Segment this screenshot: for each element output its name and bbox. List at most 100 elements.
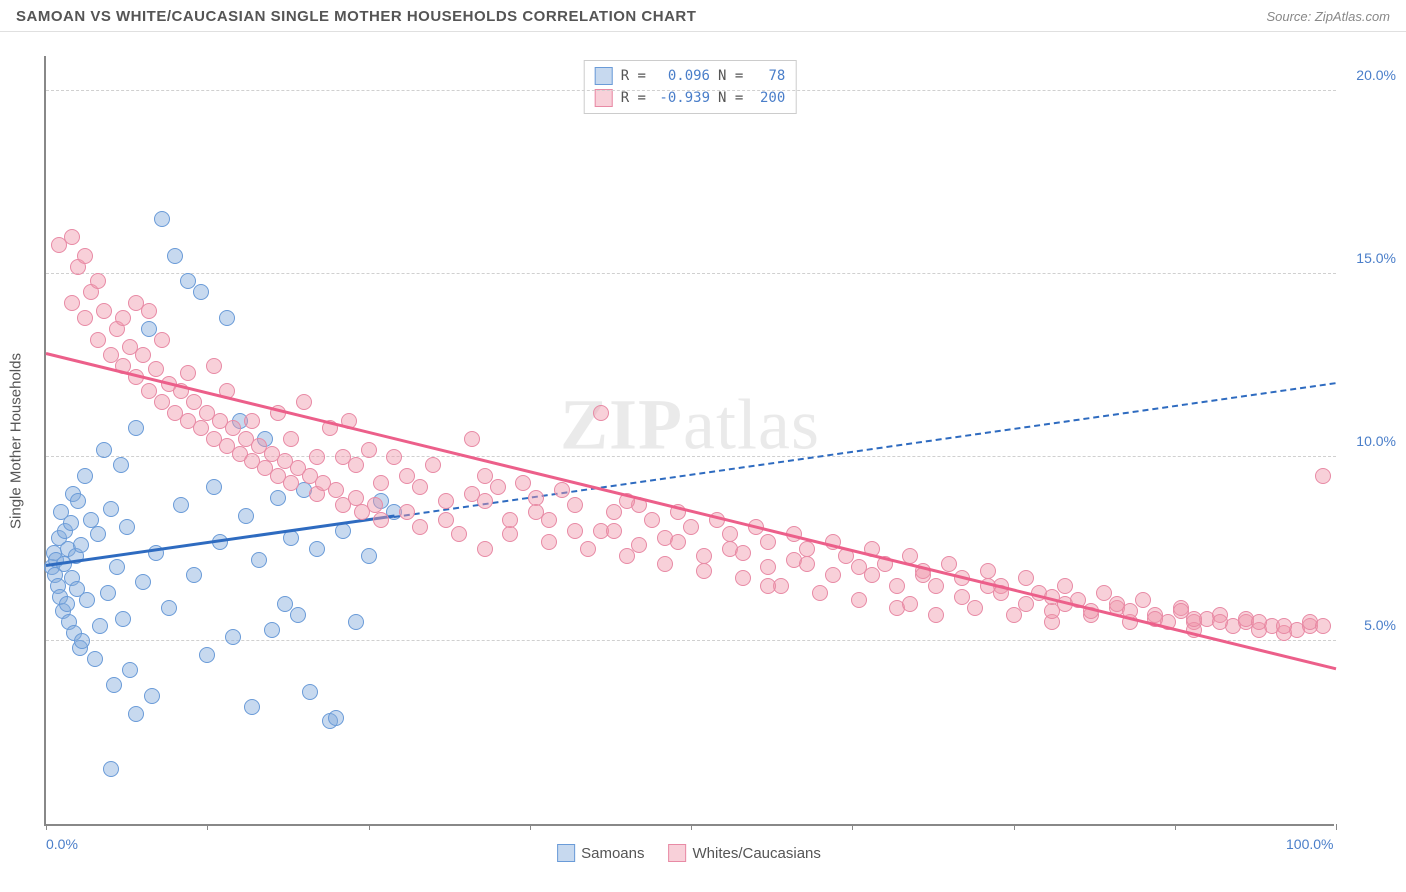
scatter-point: [464, 431, 480, 447]
scatter-point: [760, 559, 776, 575]
scatter-point: [1057, 578, 1073, 594]
swatch-samoans-icon: [595, 67, 613, 85]
xtick: [46, 824, 47, 830]
scatter-point: [412, 479, 428, 495]
scatter-point: [348, 490, 364, 506]
scatter-point: [244, 413, 260, 429]
scatter-point: [373, 512, 389, 528]
scatter-point: [90, 273, 106, 289]
scatter-point: [954, 589, 970, 605]
scatter-point: [193, 284, 209, 300]
scatter-point: [438, 493, 454, 509]
scatter-point: [438, 512, 454, 528]
swatch-whites-icon: [668, 844, 686, 862]
scatter-point: [696, 548, 712, 564]
xtick: [1336, 824, 1337, 830]
scatter-point: [928, 607, 944, 623]
scatter-point: [302, 684, 318, 700]
ytick-label: 20.0%: [1341, 67, 1396, 83]
scatter-point: [515, 475, 531, 491]
scatter-point: [760, 578, 776, 594]
scatter-point: [173, 497, 189, 513]
scatter-point: [180, 365, 196, 381]
scatter-point: [941, 556, 957, 572]
ytick-label: 5.0%: [1341, 617, 1396, 633]
xtick: [369, 824, 370, 830]
swatch-samoans-icon: [557, 844, 575, 862]
n-label: N =: [718, 65, 743, 87]
scatter-point: [122, 662, 138, 678]
scatter-point: [309, 541, 325, 557]
scatter-point: [361, 548, 377, 564]
scatter-point: [554, 482, 570, 498]
xtick: [852, 824, 853, 830]
scatter-point: [64, 295, 80, 311]
scatter-point: [128, 420, 144, 436]
scatter-point: [657, 556, 673, 572]
stats-row-samoans: R = 0.096 N = 78: [595, 65, 786, 87]
y-axis-label: Single Mother Households: [8, 353, 25, 529]
scatter-point: [92, 618, 108, 634]
scatter-point: [244, 699, 260, 715]
scatter-point: [567, 497, 583, 513]
scatter-point: [64, 229, 80, 245]
scatter-point: [889, 578, 905, 594]
scatter-point: [73, 537, 89, 553]
scatter-point: [502, 526, 518, 542]
scatter-point: [1018, 570, 1034, 586]
scatter-point: [386, 449, 402, 465]
scatter-point: [206, 358, 222, 374]
scatter-point: [567, 523, 583, 539]
scatter-point: [1212, 614, 1228, 630]
xtick: [1014, 824, 1015, 830]
scatter-point: [696, 563, 712, 579]
scatter-point: [128, 295, 144, 311]
scatter-point: [154, 211, 170, 227]
scatter-point: [735, 570, 751, 586]
scatter-point: [328, 710, 344, 726]
scatter-point: [980, 563, 996, 579]
xtick: [691, 824, 692, 830]
scatter-point: [309, 449, 325, 465]
scatter-point: [148, 361, 164, 377]
r-label: R =: [621, 65, 646, 87]
scatter-point: [864, 567, 880, 583]
scatter-point: [103, 761, 119, 777]
scatter-point: [144, 688, 160, 704]
scatter-point: [1315, 618, 1331, 634]
scatter-point: [541, 512, 557, 528]
plot-region: ZIPatlas R = 0.096 N = 78 R = -0.939 N =…: [44, 56, 1334, 826]
scatter-point: [760, 534, 776, 550]
r-value-samoans: 0.096: [654, 65, 710, 87]
scatter-point: [264, 622, 280, 638]
scatter-point: [683, 519, 699, 535]
scatter-point: [113, 457, 129, 473]
scatter-point: [74, 633, 90, 649]
scatter-point: [477, 541, 493, 557]
header: SAMOAN VS WHITE/CAUCASIAN SINGLE MOTHER …: [0, 0, 1406, 32]
scatter-point: [928, 578, 944, 594]
gridline: [46, 273, 1336, 274]
scatter-point: [580, 541, 596, 557]
legend-item-samoans: Samoans: [557, 844, 644, 862]
scatter-point: [83, 512, 99, 528]
xtick: [530, 824, 531, 830]
scatter-point: [367, 497, 383, 513]
scatter-point: [63, 515, 79, 531]
scatter-point: [502, 512, 518, 528]
scatter-point: [290, 607, 306, 623]
legend-label-whites: Whites/Caucasians: [692, 845, 820, 862]
swatch-whites-icon: [595, 89, 613, 107]
scatter-point: [167, 248, 183, 264]
scatter-point: [631, 537, 647, 553]
chart-area: Single Mother Households ZIPatlas R = 0.…: [44, 56, 1334, 826]
scatter-point: [619, 548, 635, 564]
scatter-point: [1135, 592, 1151, 608]
scatter-point: [283, 431, 299, 447]
scatter-point: [399, 504, 415, 520]
scatter-point: [825, 567, 841, 583]
xtick-label: 100.0%: [1286, 836, 1333, 852]
scatter-point: [161, 600, 177, 616]
scatter-point: [348, 614, 364, 630]
scatter-point: [100, 585, 116, 601]
